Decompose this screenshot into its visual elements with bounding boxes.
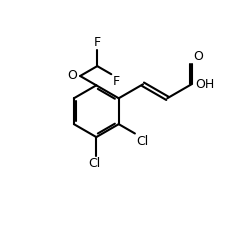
Text: F: F bbox=[112, 75, 119, 88]
Text: Cl: Cl bbox=[135, 134, 147, 148]
Text: F: F bbox=[93, 35, 100, 49]
Text: OH: OH bbox=[194, 78, 213, 91]
Text: O: O bbox=[193, 50, 202, 63]
Text: O: O bbox=[67, 69, 77, 83]
Text: Cl: Cl bbox=[88, 157, 100, 170]
